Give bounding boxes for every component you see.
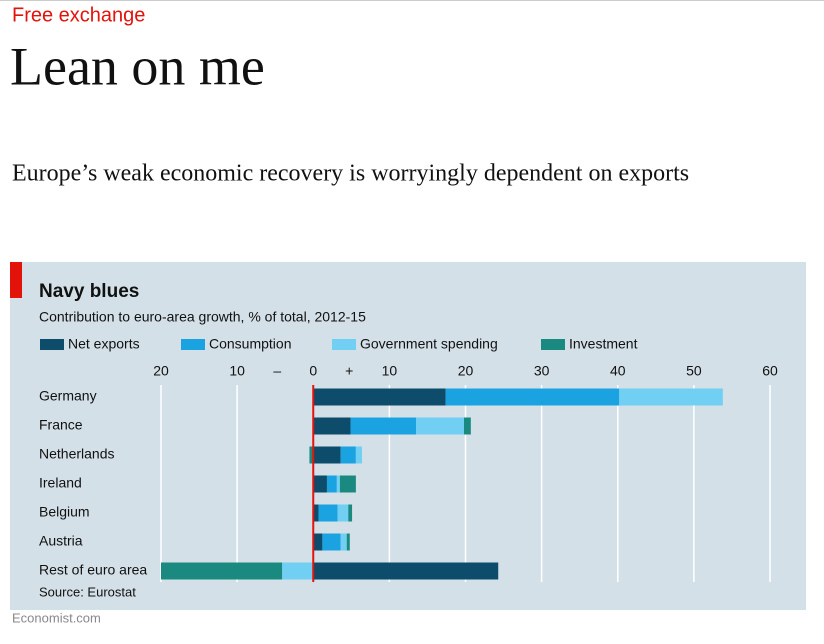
- bar-segment: [161, 562, 283, 580]
- bar-segment: [313, 504, 319, 522]
- bar-segment: [337, 504, 349, 522]
- category-label: Belgium: [39, 504, 90, 520]
- legend-label: Government spending: [360, 336, 498, 352]
- bar-segment: [336, 475, 340, 493]
- bar-segment: [313, 475, 327, 493]
- minus-annotation: –: [273, 363, 281, 379]
- legend-swatch: [332, 339, 356, 350]
- bar-segment: [416, 417, 464, 435]
- bar-segment: [318, 504, 338, 522]
- red-tag: [10, 262, 22, 298]
- legend-label: Consumption: [209, 336, 292, 352]
- headline: Lean on me: [10, 36, 265, 96]
- legend-swatch: [40, 339, 64, 350]
- bar-segment: [322, 533, 341, 551]
- x-tick-label: 50: [686, 363, 702, 379]
- bar-segment: [355, 446, 362, 464]
- chart: Net exports Consumption Government spendin…: [39, 336, 778, 582]
- legend-label: Net exports: [68, 336, 140, 352]
- legend-swatch: [181, 339, 205, 350]
- chart-panel: [10, 262, 806, 610]
- category-label: Austria: [39, 533, 83, 549]
- bar-segment: [619, 388, 723, 406]
- bar-segment: [313, 446, 341, 464]
- bar-segment: [348, 504, 353, 522]
- section-label: Free exchange: [12, 4, 145, 26]
- bar-segment: [313, 533, 323, 551]
- bar-segment: [309, 446, 314, 464]
- x-tick-label: 10: [382, 363, 398, 379]
- plus-annotation: +: [345, 363, 353, 379]
- category-label: Germany: [39, 388, 97, 404]
- chart-subtitle: Contribution to euro-area growth, % of t…: [39, 309, 366, 325]
- bar-segment: [326, 475, 337, 493]
- category-label: France: [39, 417, 83, 433]
- x-tick-label: 10: [229, 363, 245, 379]
- x-tick-label: 0: [309, 363, 317, 379]
- category-label: Rest of euro area: [39, 562, 147, 578]
- bar-segment: [313, 562, 499, 580]
- standfirst: Europe’s weak economic recovery is worry…: [12, 161, 689, 187]
- x-tick-label: 40: [610, 363, 626, 379]
- bar-segment: [282, 562, 314, 580]
- bar-segment: [350, 417, 417, 435]
- bar-segment: [339, 475, 356, 493]
- category-label: Ireland: [39, 475, 82, 491]
- x-tick-label: 30: [534, 363, 550, 379]
- bar-segment: [313, 388, 446, 406]
- bar-segment: [313, 417, 351, 435]
- bar-segment: [340, 446, 356, 464]
- legend-label: Investment: [569, 336, 638, 352]
- legend-swatch: [541, 339, 565, 350]
- bar-segment: [463, 417, 471, 435]
- chart-title: Navy blues: [39, 281, 139, 302]
- bar-segment: [340, 533, 347, 551]
- x-tick-label: 20: [153, 363, 169, 379]
- bar-segment: [445, 388, 620, 406]
- bar-segment: [346, 533, 350, 551]
- x-tick-label: 20: [458, 363, 474, 379]
- source: Source: Eurostat: [39, 584, 136, 599]
- site-credit: Economist.com: [12, 610, 101, 625]
- x-tick-label: 60: [762, 363, 778, 379]
- category-label: Netherlands: [39, 446, 115, 462]
